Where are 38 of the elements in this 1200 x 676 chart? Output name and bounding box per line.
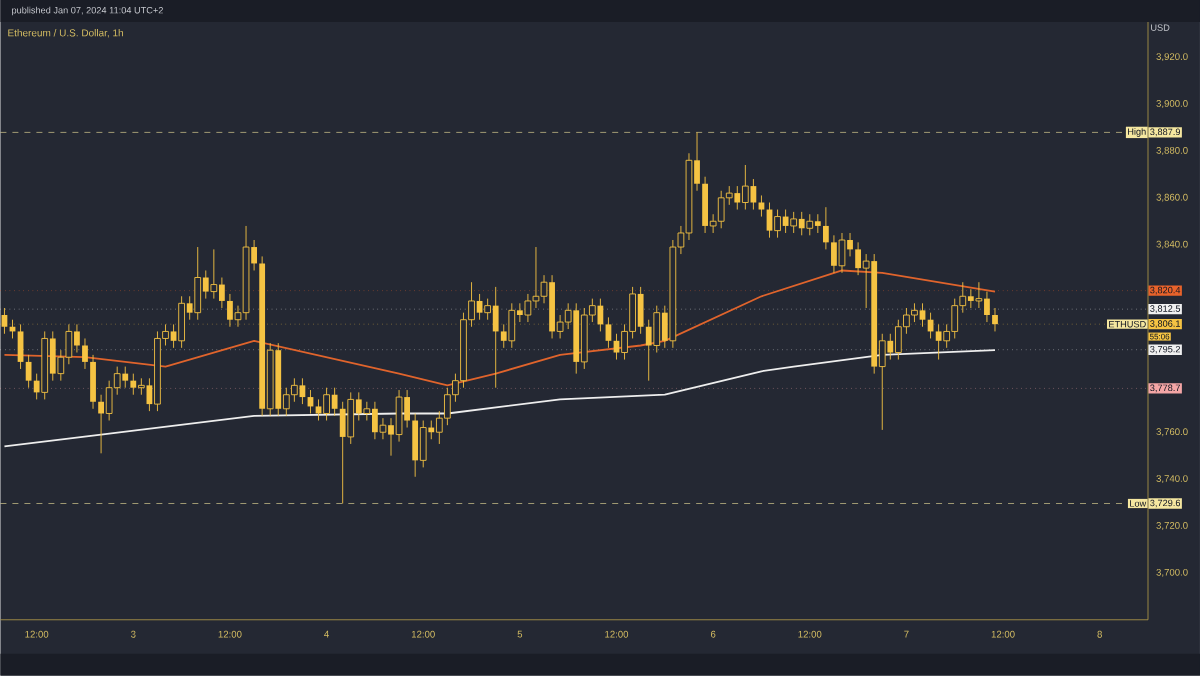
candlestick [911,302,918,323]
candlestick [138,377,145,396]
candlestick [25,354,32,389]
candlestick [967,288,974,309]
candlestick [419,420,427,468]
candlestick [412,413,419,478]
candlestick [90,354,96,410]
candlestick [122,366,129,389]
candlestick [580,307,588,370]
candlestick [798,211,805,236]
candlestick [806,213,814,236]
candlestick [935,324,942,361]
candlestick [210,249,218,300]
candlestick [291,377,298,403]
candlestick [717,190,725,229]
candlestick [339,401,346,505]
candlestick [404,389,411,429]
candlestick [105,380,113,422]
candlestick [347,392,355,445]
candlestick [750,178,757,211]
candlestick [887,333,894,361]
candlestick [782,209,789,234]
candlestick [790,211,798,234]
candlestick [130,373,137,396]
candlestick [814,213,821,234]
candlestick [742,164,749,211]
candlestick [331,387,338,417]
candlestick [444,387,451,426]
candlestick [822,206,829,250]
candlestick [734,185,741,211]
candlestick [838,232,846,274]
candlestick [774,209,781,239]
candlestick [218,277,225,309]
candlestick [323,387,330,422]
candlestick [194,246,202,321]
candlestick [82,338,88,370]
candlestick [395,389,403,443]
candlestick [975,281,983,309]
